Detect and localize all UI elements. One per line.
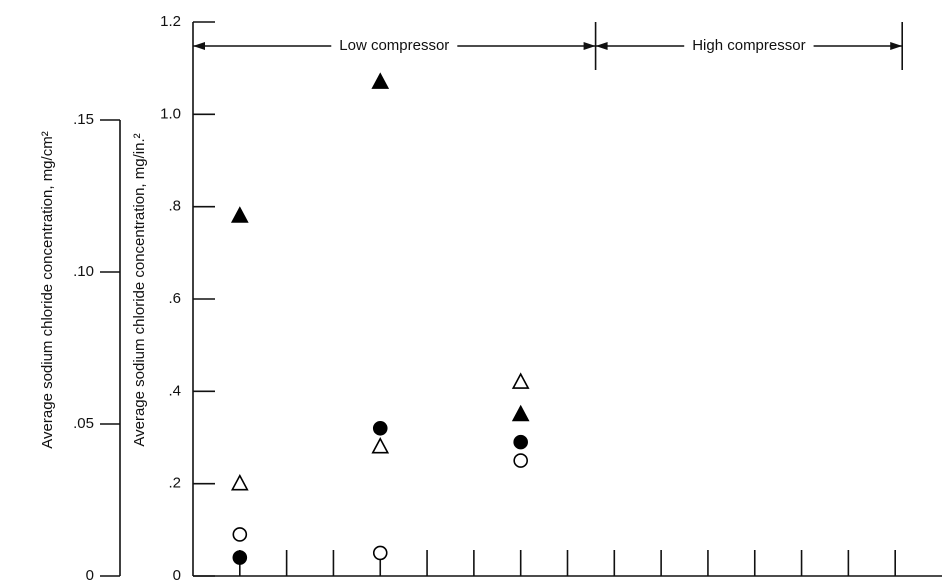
y-tick-label: .8 [168, 198, 181, 215]
marker [511, 404, 530, 422]
y-axis-label: Average sodium chloride concentration, m… [131, 133, 148, 446]
marker [371, 437, 390, 454]
region-label: Low compressor [339, 37, 449, 54]
marker [513, 453, 528, 468]
arrow-head [595, 42, 608, 50]
y-tick-label: .6 [168, 290, 181, 307]
y-tick-label: 1.2 [160, 13, 181, 30]
marker [232, 527, 248, 542]
arrow-head [583, 42, 596, 50]
region-label: High compressor [692, 37, 805, 54]
y2-axis-label: Average sodium chloride concentration, m… [39, 131, 56, 448]
y2-tick-label: .15 [73, 111, 94, 128]
marker [371, 72, 390, 89]
marker [511, 372, 530, 389]
marker [232, 550, 248, 565]
y-tick-label: 1.0 [160, 105, 181, 122]
marker [372, 420, 388, 436]
marker [230, 206, 249, 223]
y-tick-label: .2 [168, 475, 181, 492]
marker [230, 473, 249, 491]
arrow-head [890, 42, 903, 50]
marker [372, 545, 388, 561]
y-tick-label: 0 [173, 567, 181, 582]
y2-tick-label: .05 [73, 415, 94, 432]
marker [513, 434, 528, 450]
arrow-head [193, 42, 205, 50]
y2-tick-label: .10 [73, 263, 94, 280]
y2-tick-label: 0 [86, 567, 94, 582]
y-tick-label: .4 [168, 382, 181, 399]
